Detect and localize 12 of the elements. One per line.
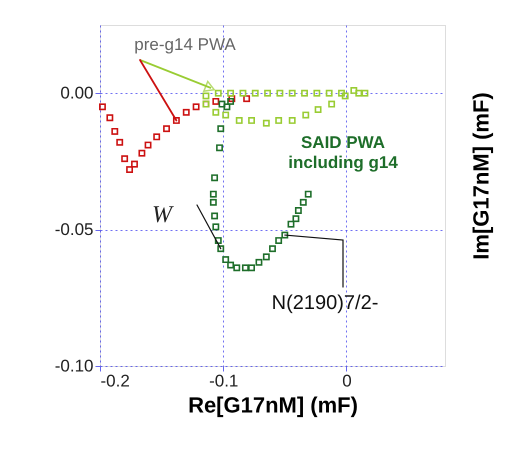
x-tick-label: 0: [342, 372, 352, 390]
annotation: W: [152, 202, 174, 228]
x-tick-label: -0.2: [100, 372, 130, 390]
annotation: pre-g14 PWA: [134, 35, 236, 54]
y-tick-label: -0.10: [54, 356, 94, 376]
x-axis-title: Re[G17nM] (mF): [188, 392, 358, 418]
y-tick-label: 0.00: [60, 84, 94, 103]
x-tick-label: -0.1: [209, 372, 238, 390]
y-tick-label: -0.05: [54, 220, 94, 240]
annotation: N(2190)7/2-: [272, 292, 378, 314]
annotation: SAID PWA including g14: [288, 133, 398, 172]
y-axis-title: Im[G17nM] (mF): [468, 92, 494, 260]
